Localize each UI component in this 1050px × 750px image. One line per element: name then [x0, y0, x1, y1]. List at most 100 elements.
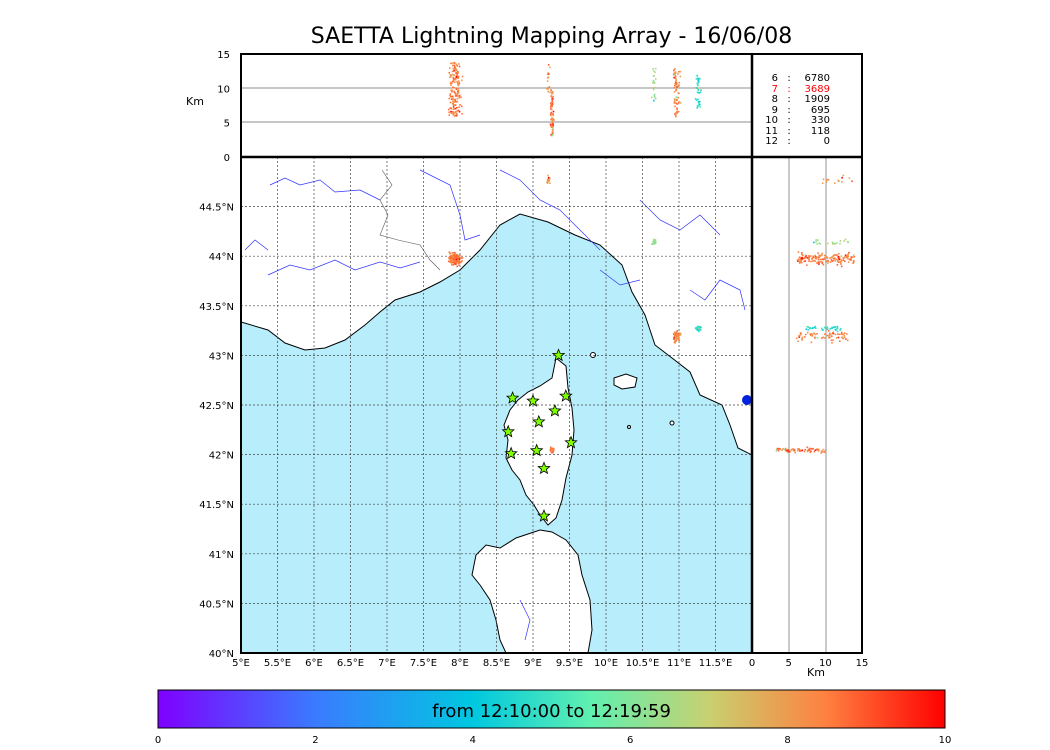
altitude-point — [455, 69, 458, 71]
lat-tick-label: 41.5°N — [199, 500, 234, 511]
altitude-point — [699, 106, 702, 108]
event-count: 1909 — [804, 94, 830, 105]
altitude-x-tick-label: 5 — [785, 658, 791, 669]
lightning-point — [453, 256, 456, 259]
altitude-lat-point — [837, 336, 840, 339]
altitude-lat-point — [839, 340, 841, 342]
altitude-point — [551, 121, 554, 124]
lightning-point — [652, 240, 655, 242]
altitude-point — [461, 112, 463, 115]
altitude-lat-point — [788, 450, 790, 453]
colorbar-ticks: 0 2 4 6 8 10 — [155, 735, 952, 746]
altitude-tick-label: 15 — [217, 50, 230, 61]
altitude-point — [676, 110, 679, 113]
altitude-lat-point — [822, 263, 825, 266]
altitude-point — [449, 107, 451, 109]
altitude-lat-point — [803, 450, 806, 453]
lightning-point — [551, 449, 553, 452]
altitude-lat-point — [789, 450, 792, 453]
lightning-point — [673, 338, 675, 340]
altitude-point — [547, 87, 549, 89]
lightning-point — [699, 329, 702, 331]
altitude-lat-point — [827, 330, 830, 332]
altitude-lat-point — [817, 448, 820, 451]
lightning-point — [674, 342, 676, 344]
altitude-point — [673, 72, 676, 75]
altitude-point — [551, 128, 554, 131]
altitude-lat-point — [776, 449, 778, 451]
lightning-point — [673, 334, 676, 337]
altitude-point — [453, 86, 456, 89]
altitude-point — [698, 102, 700, 105]
lightning-point — [455, 261, 457, 264]
altitude-lat-point — [820, 254, 823, 257]
altitude-point — [453, 62, 456, 65]
altitude-point — [679, 70, 681, 73]
altitude-lat-point — [799, 449, 801, 452]
altitude-lat-point — [813, 332, 815, 335]
altitude-point — [450, 81, 452, 84]
lightning-points — [447, 174, 702, 454]
altitude-point — [451, 64, 454, 67]
lightning-point — [451, 263, 453, 266]
lon-tick-label: 6°E — [305, 658, 323, 669]
altitude-point — [454, 68, 457, 71]
altitude-lat-point — [836, 264, 839, 266]
lightning-point — [674, 331, 676, 334]
altitude-lat-point — [793, 448, 795, 451]
altitude-point — [700, 89, 702, 91]
altitude-lat-point — [786, 450, 789, 453]
lightning-point — [654, 239, 657, 241]
altitude-point — [552, 118, 554, 120]
altitude-lat-point — [798, 336, 801, 339]
altitude-lat-point — [843, 334, 845, 337]
altitude-point — [452, 106, 455, 108]
altitude-point — [553, 119, 555, 121]
altitude-lat-point — [810, 450, 812, 453]
lon-tick-label: 5.5°E — [264, 658, 291, 669]
altitude-point — [677, 102, 680, 105]
altitude-lat-point — [812, 260, 814, 262]
altitude-point — [697, 84, 699, 87]
station-marker — [551, 348, 566, 362]
map-panel — [241, 157, 752, 653]
altitude-point — [551, 123, 553, 126]
altitude-lat-point — [832, 326, 835, 329]
altitude-point — [450, 82, 453, 85]
altitude-lat-point — [814, 257, 817, 259]
altitude-point — [551, 96, 554, 99]
altitude-point — [454, 100, 457, 102]
altitude-lat-point — [817, 256, 820, 259]
lightning-point — [453, 263, 456, 265]
lat-tick-labels: 44.5°N 44°N 43.5°N 43°N 42.5°N 42°N 41.5°N 41°N… — [199, 203, 234, 660]
altitude-point — [675, 79, 678, 82]
altitude-lat-point — [816, 243, 818, 245]
station-marker — [504, 446, 518, 460]
altitude-lat-point — [853, 255, 856, 258]
altitude-lat-point — [811, 257, 814, 259]
station-number: 6 — [771, 73, 778, 84]
altitude-point — [547, 90, 550, 93]
altitude-point — [453, 68, 455, 70]
lightning-point — [675, 339, 677, 342]
altitude-point — [699, 91, 702, 93]
altitude-lat-point — [826, 259, 829, 262]
altitude-point — [546, 80, 549, 82]
altitude-lat-point — [830, 259, 833, 261]
altitude-point — [551, 100, 554, 103]
altitude-point — [551, 131, 554, 133]
lightning-point — [679, 332, 682, 335]
altitude-point — [458, 82, 461, 85]
station-marker — [532, 414, 546, 428]
altitude-lat-point — [840, 333, 843, 336]
altitude-point — [449, 82, 452, 85]
altitude-lat-point — [792, 449, 795, 452]
altitude-point — [653, 82, 656, 85]
altitude-lat-point — [814, 333, 817, 336]
altitude-point — [455, 63, 458, 66]
lightning-point — [450, 255, 452, 257]
altitude-lat-point — [832, 339, 834, 342]
altitude-point — [652, 67, 654, 70]
altitude-point — [650, 96, 653, 99]
lightning-point — [452, 264, 455, 266]
